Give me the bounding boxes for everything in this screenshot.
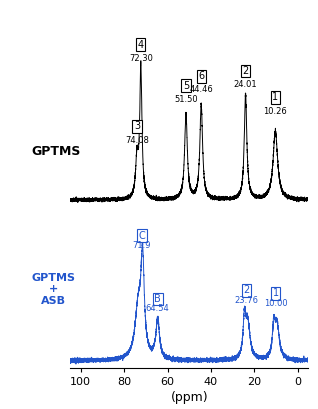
Text: 10.00: 10.00: [264, 299, 288, 308]
Text: 10.26: 10.26: [264, 107, 287, 116]
Text: 24.01: 24.01: [234, 80, 257, 89]
Text: 6: 6: [198, 71, 204, 81]
Text: 72.30: 72.30: [129, 54, 153, 63]
Text: 3: 3: [134, 121, 140, 131]
Text: 2: 2: [243, 285, 249, 295]
X-axis label: (ppm): (ppm): [170, 391, 208, 404]
Text: 2: 2: [242, 66, 249, 76]
Text: 44.46: 44.46: [189, 85, 213, 94]
Text: 1: 1: [273, 288, 279, 299]
Text: 74.08: 74.08: [125, 136, 149, 145]
Text: GPTMS: GPTMS: [32, 145, 81, 158]
Text: 64.54: 64.54: [146, 304, 169, 313]
Text: 71.9: 71.9: [133, 241, 151, 250]
Text: 51.50: 51.50: [174, 95, 198, 104]
Text: B: B: [154, 294, 161, 304]
Text: 4: 4: [138, 40, 144, 49]
Text: C: C: [138, 231, 145, 241]
Text: 5: 5: [183, 81, 189, 90]
Text: 23.76: 23.76: [234, 296, 258, 305]
Text: 1: 1: [272, 92, 279, 102]
Text: GPTMS
+
ASB: GPTMS + ASB: [32, 273, 76, 306]
